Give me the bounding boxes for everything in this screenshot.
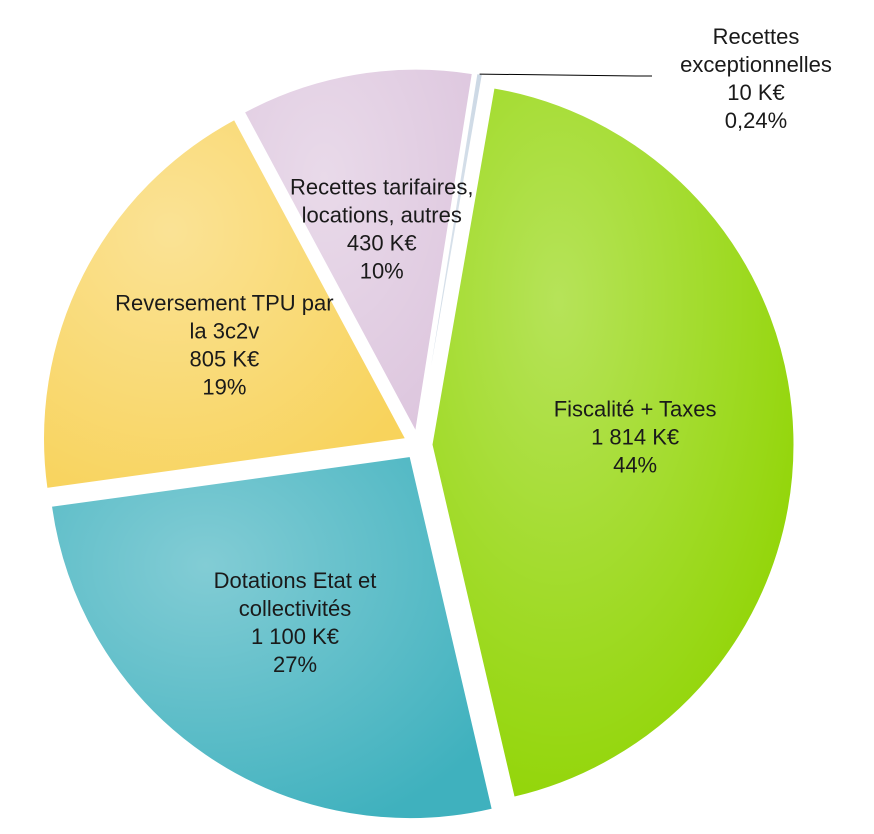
- slice-label: Fiscalité + Taxes: [554, 397, 717, 422]
- slice-label: exceptionnelles: [680, 52, 832, 77]
- slice-label: Recettes: [713, 24, 800, 49]
- slice-label: locations, autres: [302, 203, 462, 228]
- slice-label: collectivités: [239, 596, 351, 621]
- slice-label: Recettes tarifaires,: [290, 175, 473, 200]
- slice-label: Dotations Etat et: [214, 568, 377, 593]
- slice-label: la 3c2v: [190, 318, 260, 343]
- slice-label: 44%: [613, 453, 657, 478]
- leader-line: [479, 73, 652, 77]
- slice-label: 27%: [273, 652, 317, 677]
- slice-label: 0,24%: [725, 108, 787, 133]
- slice-label: 805 K€: [190, 346, 260, 371]
- slice-label: Reversement TPU par: [115, 290, 333, 315]
- slice-label: 19%: [202, 374, 246, 399]
- slice-label: 1 814 K€: [591, 425, 679, 450]
- slice-label: 1 100 K€: [251, 624, 339, 649]
- slice-label: 10 K€: [727, 80, 785, 105]
- slice-label: 430 K€: [347, 231, 417, 256]
- slice-label: 10%: [360, 259, 404, 284]
